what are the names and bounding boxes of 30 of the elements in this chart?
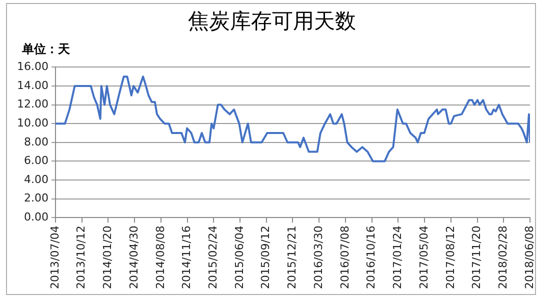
x-tick-label: 2017/08/12 [444,226,457,290]
x-tick-label: 2017/05/04 [417,226,430,290]
x-tick-label: 2018/02/28 [496,226,510,290]
x-tick-label: 2017/01/24 [391,226,404,290]
x-tick-label: 2013/10/12 [74,226,88,290]
x-tick-label: 2018/06/08 [522,226,536,290]
x-tick-label: 2014/08/08 [154,226,167,290]
y-tick-label: 8.00 [24,135,48,148]
text: 单位：天 [21,42,71,56]
x-tick-label: 2016/03/30 [312,226,325,290]
y-tick-label: 2.00 [24,192,48,205]
x-tick-label: 2014/04/30 [127,226,140,290]
y-tick-label: 0.00 [24,210,48,224]
y-tick-label: 14.00 [16,78,48,92]
x-tick-label: 2015/09/12 [259,226,272,290]
x-tick-label: 2015/02/24 [206,226,220,290]
y-tick-label: 4.00 [24,172,48,186]
y-tick-label: 10.00 [16,116,48,130]
x-tick-label: 2015/06/04 [232,226,246,290]
x-tick-label: 2013/07/04 [48,226,62,290]
x-tick-label: 2014/01/20 [101,226,114,290]
x-tick-label: 2017/11/20 [470,226,484,290]
x-tick-label: 2016/10/16 [364,226,378,290]
y-tick-label: 6.00 [24,154,48,168]
x-tick-label: 2014/11/16 [180,226,194,290]
y-tick-label: 16.00 [16,60,48,74]
x-tick-label: 2016/07/08 [338,226,352,290]
y-tick-label: 12.00 [16,98,48,111]
x-tick-label: 2015/12/21 [286,226,299,290]
chart-title: 焦炭库存可用天数 [188,9,356,34]
